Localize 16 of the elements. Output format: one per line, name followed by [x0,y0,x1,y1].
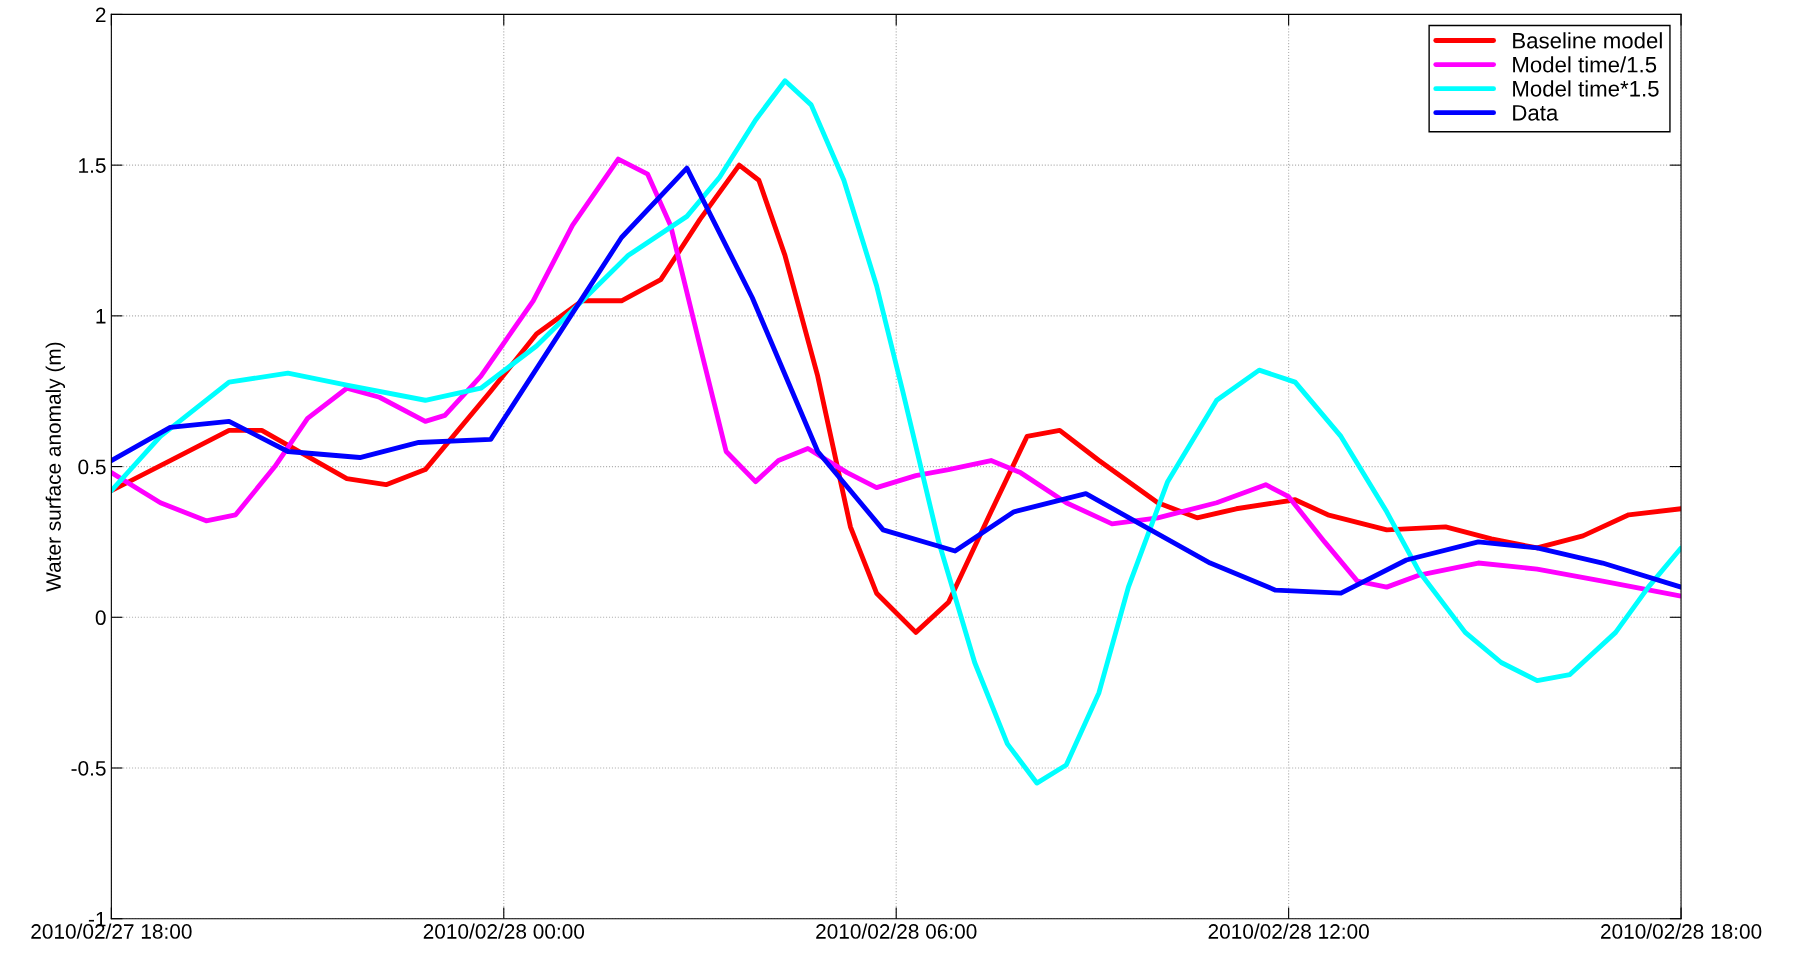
y-tick-label: -0.5 [71,761,106,776]
legend-label: Baseline model [1513,32,1662,49]
y-tick-label: 0.5 [78,459,106,475]
y-tick-label: 1 [96,309,106,324]
line-series [111,78,1682,786]
y-tick-label: 1.5 [79,158,106,173]
y-axis-title: Water surface anomaly (m) [45,342,66,592]
legend-label: Data [1513,105,1559,121]
legend-label: Model time*1.5 [1513,80,1659,97]
y-tick-label: 0 [95,610,106,626]
legend-label: Model time/1.5 [1513,56,1657,73]
x-tick-label: 2010/02/28 00:00 [423,923,585,939]
x-tick-label: 2010/02/28 06:00 [816,923,977,939]
x-tick-label: 2010/02/28 18:00 [1601,923,1762,939]
x-tick-label: 2010/02/28 12:00 [1208,923,1369,939]
y-tick-label: 2 [95,7,106,22]
